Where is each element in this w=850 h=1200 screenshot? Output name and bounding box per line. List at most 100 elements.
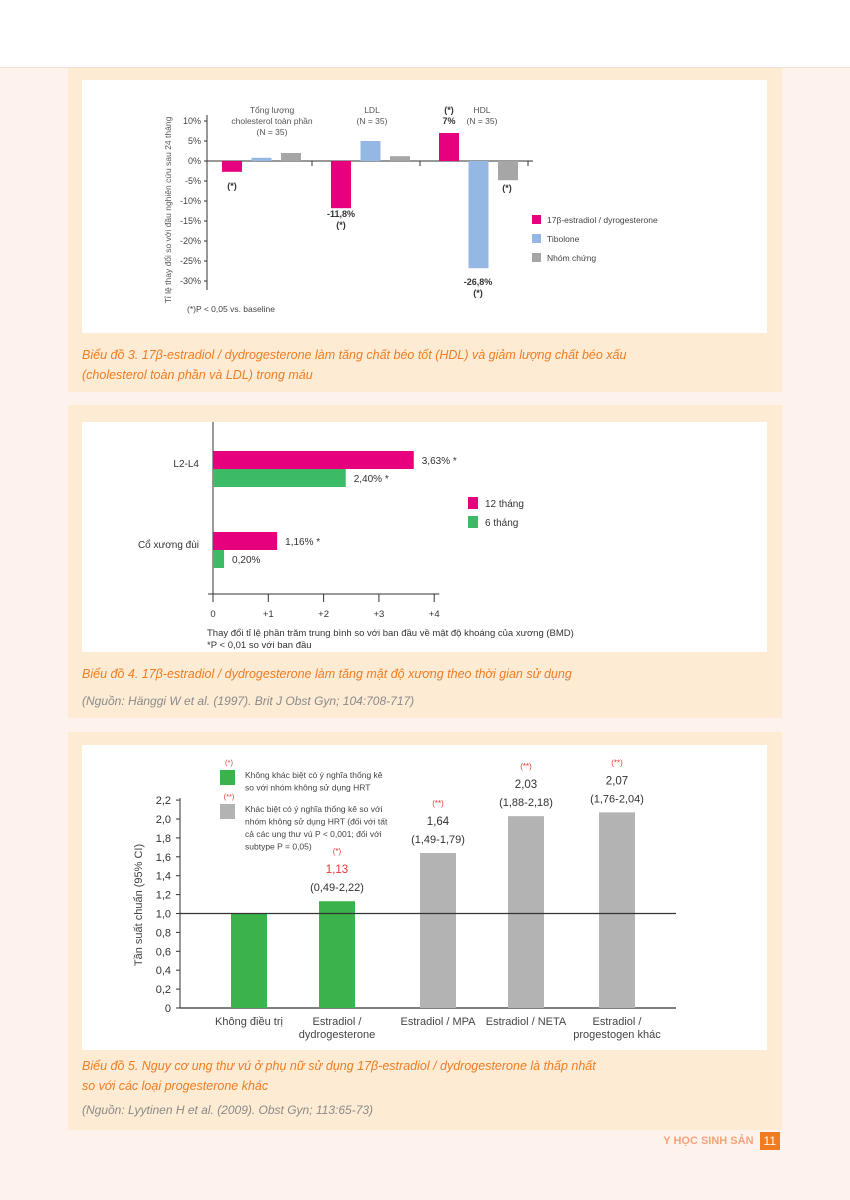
legend-label: nhóm không sử dụng HRT (đối với tất — [245, 817, 388, 827]
figure-4-card: 0 +1 +2 +3 +4 L2-L4 Cổ xương đùi 3,63% * 1,16% *… — [82, 422, 767, 652]
legend-swatch — [468, 497, 478, 509]
bar — [599, 812, 635, 1008]
x-tick-label: +3 — [373, 609, 384, 620]
bar-value-label: 1,64 — [427, 816, 450, 828]
page-header-band — [0, 0, 850, 68]
y-tick-label: 1,0 — [156, 909, 171, 921]
x-tick-label: +1 — [263, 609, 274, 620]
category-label: progestogen khác — [573, 1029, 661, 1041]
caption-line: so với các loại progesterone khác — [82, 1079, 269, 1093]
category-label: Cổ xương đùi — [138, 539, 199, 551]
x-axis-title: Thay đổi tỉ lệ phần trăm trung bình so v… — [207, 628, 574, 639]
bar-estradiol — [222, 161, 242, 172]
bar-value-label: 2,07 — [606, 775, 628, 787]
legend-swatch — [532, 215, 541, 224]
y-tick-label: 0 — [165, 1003, 171, 1015]
figure-5-source: (Nguồn: Lyytinen H et al. (2009). Obst G… — [82, 1103, 374, 1117]
bar-estradiol — [439, 133, 459, 161]
y-axis-title: Tỉ lệ thay đổi so với đầu nghiên cứu sau… — [163, 116, 173, 303]
data-label: (*) — [227, 181, 237, 191]
category-label: Estradiol / MPA — [401, 1016, 477, 1028]
bar-value-label: 2,40% * — [354, 474, 389, 485]
bar-value-label: 1,16% * — [285, 537, 320, 548]
bar-value-label: 0,20% — [232, 555, 260, 566]
legend-label: Tibolone — [547, 234, 580, 244]
x-tick-label: +2 — [318, 609, 329, 620]
category-label: (N = 35) — [357, 116, 388, 126]
legend-label: 6 tháng — [485, 518, 518, 529]
bar-ci-label: (1,76-2,04) — [590, 793, 644, 805]
bar-control — [281, 153, 301, 161]
y-tick-label: 2,0 — [156, 814, 171, 826]
data-label: (*) — [444, 105, 454, 115]
journal-name: Y HỌC SINH SẢN — [663, 1135, 754, 1147]
category-label: Estradiol / — [313, 1016, 363, 1028]
bar-tibolone — [251, 157, 272, 161]
bar-ci-label: (1,49-1,79) — [411, 834, 465, 846]
bar — [231, 913, 267, 1008]
significance-mark: (*) — [333, 847, 342, 856]
bar — [420, 853, 456, 1008]
bar-ci-label: (1,88-2,18) — [499, 797, 553, 809]
figure-3-card: 10% 5% 0% -5% -10% -15% -20% -25% -30% Tổng lượng… — [82, 80, 767, 333]
significance-mark: (**) — [611, 758, 623, 767]
bar-12-months — [213, 451, 414, 469]
figure-5-card: 0 0,2 0,4 0,6 0,8 1,0 1,2 1,4 1,6 1,8 2,0 2,2 Tần su… — [82, 745, 767, 1050]
y-tick-label: 10% — [183, 116, 201, 126]
data-label: -26,8% — [464, 277, 493, 287]
legend-label: 12 tháng — [485, 499, 524, 510]
bar-control — [498, 161, 518, 181]
category-label: cholesterol toàn phần — [231, 116, 313, 126]
data-label: (*) — [336, 220, 346, 230]
legend-swatch — [532, 253, 541, 262]
y-tick-label: 0,2 — [156, 984, 171, 996]
legend-label: Không khác biệt có ý nghĩa thống kê — [245, 770, 383, 780]
y-tick-label: -5% — [185, 176, 201, 186]
y-tick-label: 1,4 — [156, 871, 171, 883]
category-label: (N = 35) — [257, 127, 288, 137]
legend-label: cả các ung thư vú P < 0,001; đối với — [245, 829, 382, 839]
bar-12-months — [213, 532, 278, 550]
legend-swatch — [468, 516, 478, 528]
bar-tibolone — [360, 141, 381, 161]
bar-tibolone — [468, 161, 489, 269]
legend-mark: (**) — [224, 792, 235, 801]
legend-label: Khác biệt có ý nghĩa thống kê so với — [245, 804, 383, 814]
figure-3-caption: Biểu đồ 3. 17β-estradiol / dydrogesteron… — [82, 345, 626, 385]
bar-ci-label: (0,49-2,22) — [310, 882, 364, 894]
figure-4-source: (Nguồn: Hänggi W et al. (1997). Brit J O… — [82, 694, 415, 708]
x-tick-label: +4 — [429, 609, 440, 620]
legend-swatch — [532, 234, 541, 243]
figure-5-caption: Biểu đồ 5. Nguy cơ ung thư vú ở phụ nữ s… — [82, 1056, 596, 1096]
y-tick-label: -20% — [180, 236, 201, 246]
x-tick-label: 0 — [210, 609, 215, 620]
figure-3-panel: 10% 5% 0% -5% -10% -15% -20% -25% -30% Tổng lượng… — [68, 68, 782, 392]
category-label: LDL — [364, 105, 380, 115]
bar-value-label: 2,03 — [515, 779, 537, 791]
legend-swatch — [220, 770, 235, 785]
category-label: L2-L4 — [173, 459, 199, 470]
page-footer: Y HỌC SINH SẢN 11 — [663, 1132, 780, 1150]
figure-4-panel: 0 +1 +2 +3 +4 L2-L4 Cổ xương đùi 3,63% * 1,16% *… — [68, 405, 782, 718]
data-label: 7% — [442, 116, 455, 126]
bar — [319, 901, 355, 1008]
bar-control — [390, 156, 410, 161]
footnote: (*)P < 0,05 vs. baseline — [187, 304, 275, 314]
category-label: Tổng lượng — [250, 105, 295, 115]
y-tick-label: 1,6 — [156, 852, 171, 864]
bar-estradiol — [331, 161, 351, 209]
legend-mark: (*) — [225, 758, 233, 767]
y-tick-label: 2,2 — [156, 795, 171, 807]
legend-label: so với nhóm không sử dụng HRT — [245, 783, 370, 793]
footnote: *P < 0,01 so với ban đầu — [207, 640, 312, 651]
legend-label: subtype P = 0,05) — [245, 842, 312, 852]
bone-density-chart: 0 +1 +2 +3 +4 L2-L4 Cổ xương đùi 3,63% * 1,16% *… — [138, 422, 574, 651]
category-label: Estradiol / NETA — [486, 1016, 567, 1028]
category-label: dydrogesterone — [299, 1029, 375, 1041]
bar-value-label: 1,13 — [326, 864, 348, 876]
figure-5-panel: 0 0,2 0,4 0,6 0,8 1,0 1,2 1,4 1,6 1,8 2,0 2,2 Tần su… — [68, 732, 782, 1130]
y-tick-label: 0,8 — [156, 927, 171, 939]
y-tick-label: 5% — [188, 136, 201, 146]
y-tick-label: 1,8 — [156, 833, 171, 845]
y-tick-label: -10% — [180, 196, 201, 206]
